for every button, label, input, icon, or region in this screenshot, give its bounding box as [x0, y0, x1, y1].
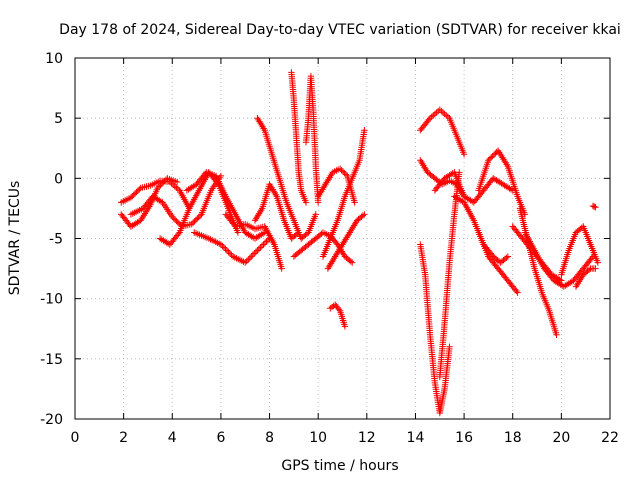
series-arc-17: [417, 241, 453, 417]
x-tick-label: 6: [216, 430, 225, 446]
y-tick-label: -5: [49, 232, 63, 248]
y-tick-label: 10: [45, 51, 63, 67]
series-arc-5: [191, 229, 273, 266]
series-markers: [319, 127, 368, 260]
series-arc-11: [302, 72, 322, 206]
series-arc-27: [521, 229, 597, 290]
series-markers: [475, 147, 529, 218]
series-markers: [191, 229, 273, 266]
series-arc-22: [451, 193, 512, 266]
series-markers: [327, 301, 349, 330]
y-tick-label: 0: [54, 171, 63, 187]
series-arc-8: [254, 115, 319, 242]
series-markers: [417, 241, 453, 417]
x-tick-label: 0: [71, 430, 80, 446]
series-markers: [436, 169, 463, 381]
series-markers: [417, 106, 468, 158]
series-arc-24: [475, 229, 521, 296]
series-markers: [324, 211, 368, 272]
axis-ticks: 0 2 4 6 8 10 12 14 16 18 20 22 -20 -15 -10 -5 0 5 10: [40, 51, 619, 446]
series-markers: [251, 181, 302, 242]
x-tick-label: 16: [455, 430, 473, 446]
y-tick-label: -20: [40, 412, 63, 428]
series-arc-10: [288, 69, 310, 206]
x-tick-label: 2: [119, 430, 128, 446]
series-markers: [290, 229, 356, 266]
y-axis-label: SDTVAR / TECUs: [7, 181, 23, 296]
series-arc-26: [516, 205, 560, 338]
series-arc-28: [558, 223, 602, 278]
x-tick-label: 8: [265, 430, 274, 446]
series-arc-29: [572, 265, 599, 290]
series-arc-7: [222, 211, 285, 272]
series-arc-3: [127, 172, 225, 230]
series-arc-20: [436, 169, 463, 381]
series-arc-14: [324, 211, 368, 272]
series-markers: [315, 165, 358, 206]
series-markers: [222, 211, 285, 272]
x-tick-label: 20: [552, 430, 570, 446]
y-tick-label: -10: [40, 292, 63, 308]
series-markers: [521, 229, 597, 290]
series-arc-6: [183, 169, 268, 242]
series-markers: [288, 69, 310, 206]
series-markers: [302, 72, 322, 206]
series-arc-18: [417, 106, 468, 158]
series-arc-16: [290, 229, 356, 266]
series-arc-30: [589, 202, 599, 211]
series-arc-12: [315, 165, 358, 206]
series-markers: [572, 265, 599, 290]
y-tick-label: -15: [40, 352, 63, 368]
series-arc-23: [475, 147, 529, 218]
x-tick-label: 22: [601, 430, 619, 446]
x-axis-label: GPS time / hours: [281, 458, 398, 474]
series-markers: [431, 169, 516, 206]
series-arc-13: [319, 127, 368, 260]
series-markers: [558, 223, 602, 278]
y-tick-label: 5: [54, 111, 63, 127]
x-tick-label: 10: [309, 430, 327, 446]
data-series: [118, 69, 602, 417]
x-tick-label: 12: [358, 430, 376, 446]
series-markers: [516, 205, 560, 338]
series-markers: [451, 193, 512, 266]
chart-title: Day 178 of 2024, Sidereal Day-to-day VTE…: [59, 22, 621, 38]
series-markers: [127, 172, 225, 230]
x-tick-label: 4: [168, 430, 177, 446]
series-markers: [183, 169, 268, 242]
series-arc-15: [327, 301, 349, 330]
series-arc-9: [251, 181, 302, 242]
x-tick-label: 14: [407, 430, 425, 446]
series-markers: [254, 115, 319, 242]
series-arc-21: [431, 169, 516, 206]
series-markers: [475, 229, 521, 296]
x-tick-label: 18: [504, 430, 522, 446]
series-markers: [589, 202, 599, 211]
